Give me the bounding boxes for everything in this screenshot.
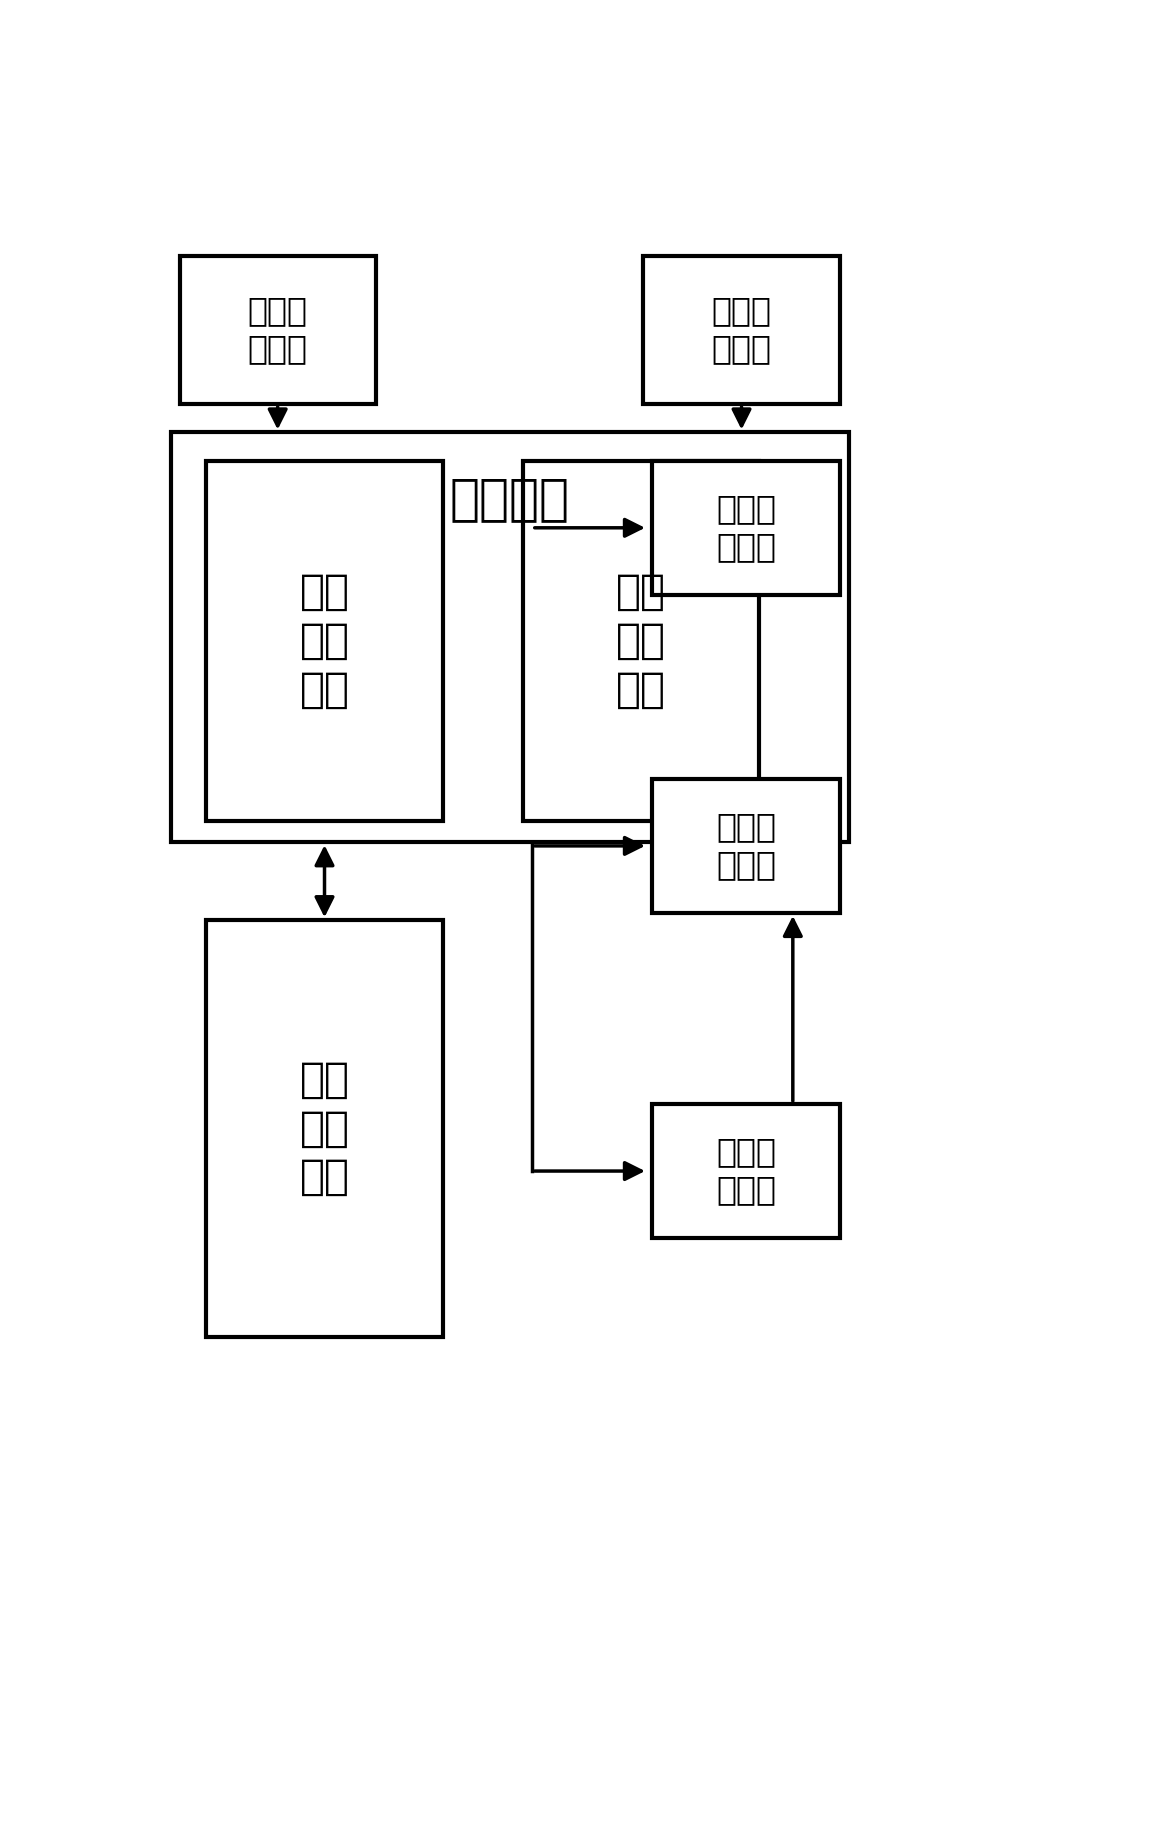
Bar	[206, 461, 443, 821]
Bar	[170, 431, 848, 843]
Text: 图形显
示模块: 图形显 示模块	[716, 810, 776, 881]
Bar	[653, 778, 839, 912]
Text: 补偿
对比
模块: 补偿 对比 模块	[299, 1059, 350, 1199]
Bar	[653, 1103, 839, 1237]
Bar	[653, 461, 839, 595]
Text: 参数
计算
模块: 参数 计算 模块	[299, 571, 350, 711]
Text: 控制中心: 控制中心	[450, 476, 570, 523]
Text: 图像操
作模块: 图像操 作模块	[716, 1135, 776, 1206]
Text: 数据
分析
模块: 数据 分析 模块	[616, 571, 666, 711]
Bar	[523, 461, 760, 821]
Text: 报警处
理模块: 报警处 理模块	[716, 492, 776, 564]
Text: 激光测
量模块: 激光测 量模块	[247, 294, 307, 365]
Bar	[180, 255, 375, 404]
Bar	[206, 920, 443, 1337]
Text: 多维传
感模块: 多维传 感模块	[711, 294, 771, 365]
Bar	[643, 255, 840, 404]
